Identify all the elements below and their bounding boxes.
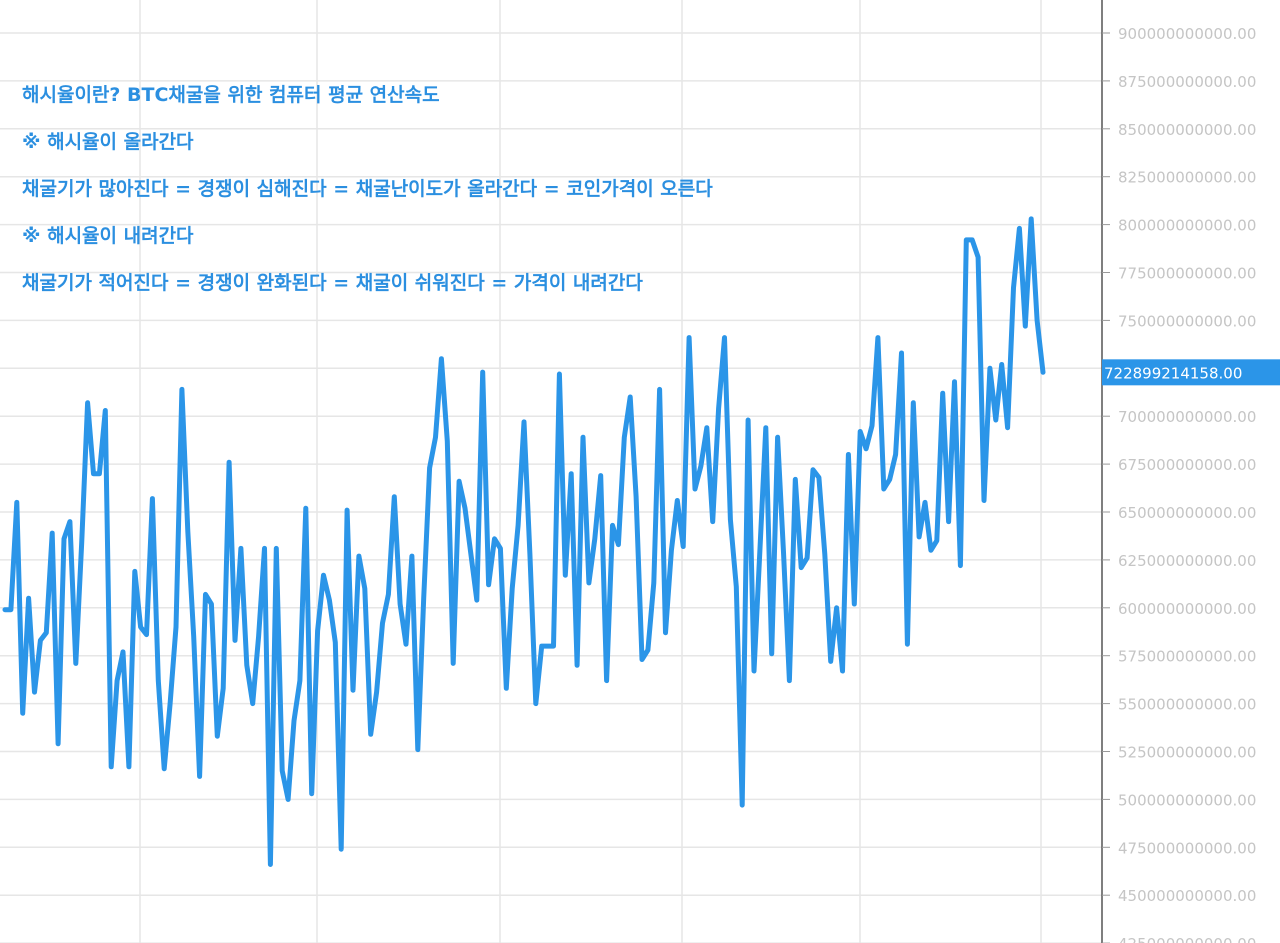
y-tick-label: 425000000000.00 xyxy=(1118,935,1256,943)
y-tick-label: 675000000000.00 xyxy=(1118,456,1256,474)
y-tick-label: 575000000000.00 xyxy=(1118,648,1256,666)
current-value-label: 722899214158.00 xyxy=(1102,359,1280,386)
y-tick-label: 825000000000.00 xyxy=(1118,169,1256,187)
y-tick-label: 600000000000.00 xyxy=(1118,600,1256,618)
y-tick-label: 800000000000.00 xyxy=(1118,217,1256,235)
y-tick-label: 775000000000.00 xyxy=(1118,265,1256,283)
horizontal-grid xyxy=(0,32,1102,943)
series-line-hashrate xyxy=(2,216,1046,867)
y-axis-ticks: 425000000000.00 450000000000.00 4750000000… xyxy=(1102,25,1256,943)
current-value-label-background xyxy=(1102,359,1280,386)
current-value-label-text: 722899214158.00 xyxy=(1104,364,1242,382)
annotation-hashrate-up-effects: 채굴기가 많아진다 = 경쟁이 심해진다 = 채굴난이도가 올라간다 = 코인가… xyxy=(22,178,713,200)
y-tick-label: 650000000000.00 xyxy=(1118,504,1256,522)
y-tick-label: 850000000000.00 xyxy=(1118,121,1256,139)
y-tick-label: 625000000000.00 xyxy=(1118,552,1256,570)
annotation-hashrate-definition: 해시율이란? BTC채굴을 위한 컴퓨터 평균 연산속도 xyxy=(22,84,440,106)
annotation-hashrate-down-heading: ※ 해시율이 내려간다 xyxy=(22,225,194,247)
y-tick-label: 500000000000.00 xyxy=(1118,791,1256,809)
y-tick-label: 900000000000.00 xyxy=(1118,25,1256,43)
annotation-hashrate-down-effects: 채굴기가 적어진다 = 경쟁이 완화된다 = 채굴이 쉬워진다 = 가격이 내려… xyxy=(22,272,643,294)
y-tick-label: 475000000000.00 xyxy=(1118,839,1256,857)
y-tick-label: 450000000000.00 xyxy=(1118,887,1256,905)
y-tick-label: 750000000000.00 xyxy=(1118,312,1256,330)
y-tick-label: 700000000000.00 xyxy=(1118,408,1256,426)
y-tick-label: 550000000000.00 xyxy=(1118,696,1256,714)
y-tick-label: 875000000000.00 xyxy=(1118,73,1256,91)
y-tick-label: 525000000000.00 xyxy=(1118,744,1256,762)
annotation-hashrate-up-heading: ※ 해시율이 올라간다 xyxy=(22,131,194,153)
